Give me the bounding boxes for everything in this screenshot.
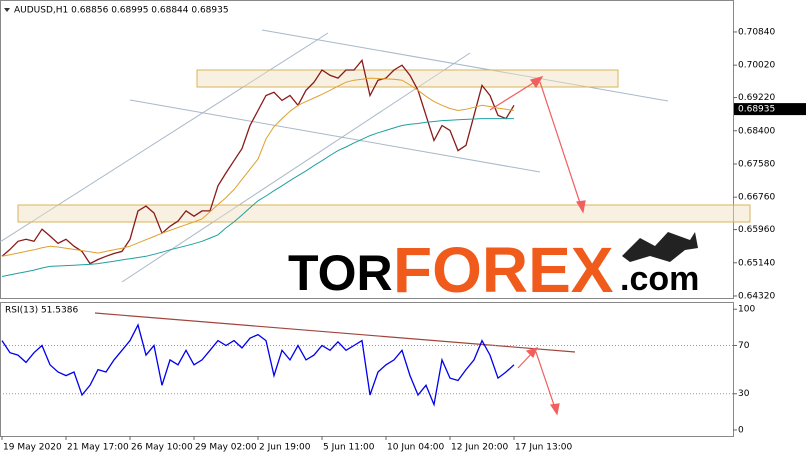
y-tick-label: 0.65960	[738, 225, 775, 235]
x-tick-label: 19 May 2020	[3, 443, 62, 453]
y-tick-label: 0.69220	[738, 93, 775, 103]
x-tick-label: 26 May 10:00	[131, 443, 193, 453]
y-tick-label: 0.70020	[738, 61, 775, 71]
y-tick-label: 0	[738, 425, 744, 435]
rsi-panel	[0, 302, 734, 437]
y-tick-label: 0.70840	[738, 27, 775, 37]
series-line	[1, 58, 515, 265]
y-tick-label: 0.65140	[738, 258, 775, 268]
arrow-head	[525, 347, 539, 359]
price-tag	[734, 103, 806, 116]
x-tick-label: 17 Jun 13:00	[515, 443, 572, 453]
price-panel	[0, 0, 734, 299]
arrow-head	[549, 403, 560, 416]
arrow	[535, 351, 556, 409]
y-tick-label: 0.68400	[738, 126, 775, 136]
arrow	[539, 81, 582, 207]
channel-line	[121, 52, 471, 283]
y-tick-label: 0.67580	[738, 159, 775, 169]
y-tick-label: 0.66760	[738, 193, 775, 203]
x-tick-label: 5 Jun 11:00	[323, 443, 375, 453]
x-tick-label: 29 May 02:00	[195, 443, 257, 453]
arrow	[489, 79, 539, 111]
series-line	[1, 118, 514, 277]
watermark-com: .com	[620, 260, 699, 298]
y-tick-label: 0.64320	[738, 291, 775, 301]
price-title: AUDUSD,H1 0.68856 0.68995 0.68844 0.6893…	[14, 6, 229, 16]
series-line	[1, 77, 515, 257]
x-tick-label: 21 May 17:00	[67, 443, 129, 453]
y-tick-label: 100	[738, 305, 755, 315]
arrow-head	[576, 200, 586, 214]
x-tick-label: 12 Jun 20:00	[451, 443, 508, 453]
watermark-bull	[622, 232, 698, 262]
y-tick-label: 30	[738, 389, 750, 399]
resistance-zone	[196, 69, 619, 88]
symbol-marker	[4, 8, 10, 12]
channel-line	[129, 99, 541, 173]
arrow-head	[530, 76, 544, 89]
support-zone	[17, 204, 751, 223]
price-tag-label: 0.68935	[738, 105, 775, 115]
channel-line	[261, 29, 669, 102]
y-tick-label: 70	[738, 341, 750, 351]
x-tick-label: 2 Jun 19:00	[259, 443, 311, 453]
series-line	[1, 323, 515, 407]
x-tick-label: 10 Jun 04:00	[387, 443, 444, 453]
rsi-trend-line	[94, 312, 576, 353]
channel-line	[0, 32, 329, 243]
channels	[0, 29, 669, 283]
watermark-tor: TOR	[288, 245, 393, 301]
rsi-title: RSI(13) 51.5386	[5, 306, 78, 316]
watermark-forex: FOREX	[393, 234, 614, 306]
